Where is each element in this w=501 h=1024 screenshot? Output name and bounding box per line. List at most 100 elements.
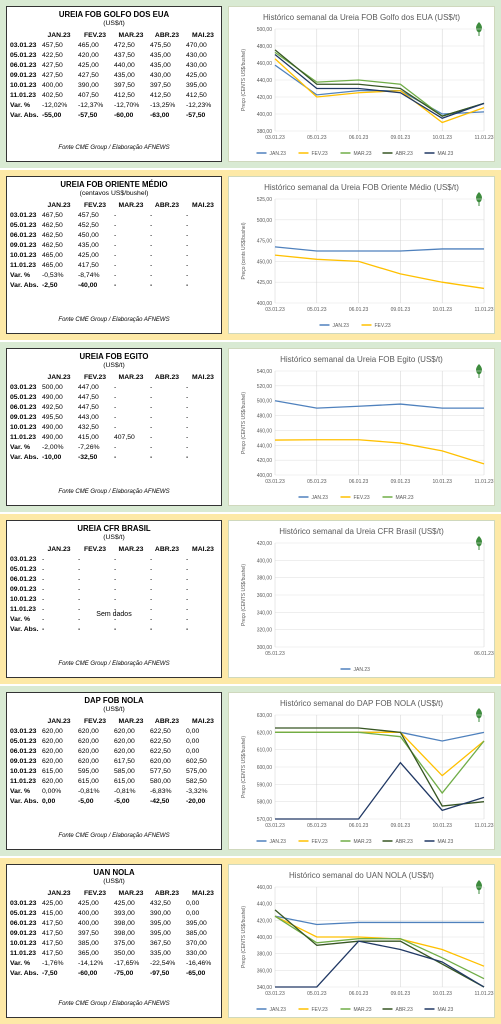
table-row: 06.01.23- - - - - bbox=[9, 575, 221, 585]
table-cell: - bbox=[114, 586, 117, 593]
table-cell: 432,50 bbox=[150, 900, 171, 907]
legend-label: JAN.23 bbox=[270, 1007, 287, 1013]
y-tick-label: 440,00 bbox=[257, 78, 273, 84]
row-label: 03.01.23 bbox=[10, 728, 37, 735]
table-cell: - bbox=[150, 616, 153, 623]
table-row: Var. % 0,00% -0,81% -0,81% -6,83% -3,32% bbox=[9, 787, 221, 797]
table-cell: 620,00 bbox=[42, 778, 63, 785]
table-cell: 622,50 bbox=[150, 738, 171, 745]
table-cell: - bbox=[186, 222, 189, 229]
table-cell: -2,00% bbox=[42, 444, 64, 451]
series-line bbox=[274, 400, 484, 409]
table-cell: 447,00 bbox=[78, 384, 99, 391]
table-cell: -8,74% bbox=[78, 272, 100, 279]
row-label: 09.01.23 bbox=[10, 242, 37, 249]
panel-band: UAN NOLA (US$/t) JAN.23 FEV.23 MAR.23 ABR.23 M… bbox=[0, 858, 501, 1024]
table-cell: 620,00 bbox=[114, 738, 135, 745]
table-cell: 397,50 bbox=[78, 930, 99, 937]
table-cell: - bbox=[150, 394, 153, 401]
price-table-box: UREIA FOB EGITO (US$/t) JAN.23 FEV.23 MAR.23… bbox=[6, 348, 222, 506]
table-cell: 395,00 bbox=[150, 930, 171, 937]
table-row: 05.01.23 490,00 447,50 - - - bbox=[9, 393, 221, 403]
table-cell: 432,50 bbox=[78, 424, 99, 431]
series-line bbox=[274, 64, 485, 115]
table-cell: 490,00 bbox=[42, 394, 63, 401]
chart-title: Histórico semanal do DAP FOB NOLA (US$/t… bbox=[279, 699, 444, 708]
table-cell: 427,50 bbox=[78, 72, 99, 79]
column-header: MAI.23 bbox=[192, 546, 214, 553]
table-cell: 350,00 bbox=[114, 950, 135, 957]
table-cell: - bbox=[150, 262, 153, 269]
table-row: 10.01.23 465,00 425,00 - - - bbox=[9, 251, 221, 261]
row-label: 06.01.23 bbox=[10, 920, 37, 927]
table-cell: 440,00 bbox=[114, 62, 135, 69]
table-cell: 395,00 bbox=[186, 920, 207, 927]
table-cell: 393,00 bbox=[114, 910, 135, 917]
table-cell: 620,00 bbox=[114, 728, 135, 735]
table-cell: - bbox=[150, 404, 153, 411]
x-tick-label: 10.01.23 bbox=[432, 991, 452, 997]
table-cell: 417,50 bbox=[42, 920, 63, 927]
table-cell: - bbox=[186, 606, 189, 613]
table-cell: - bbox=[78, 576, 81, 583]
table-cell: - bbox=[150, 556, 153, 563]
table-cell: 620,00 bbox=[150, 758, 171, 765]
table-row: 05.01.23 620,00 620,00 620,00 622,50 0,00 bbox=[9, 737, 221, 747]
legend-label: JAN.23 bbox=[312, 495, 329, 501]
table-cell: - bbox=[114, 384, 117, 391]
table-cell: 417,50 bbox=[42, 930, 63, 937]
legend-label: JAN.23 bbox=[354, 667, 371, 673]
table-cell: -16,46% bbox=[186, 960, 212, 967]
legend-label: FEV.23 bbox=[354, 495, 370, 501]
row-label: 10.01.23 bbox=[10, 940, 37, 947]
table-cell: -65,00 bbox=[186, 970, 206, 977]
x-tick-label: 09.01.23 bbox=[391, 991, 411, 997]
table-cell: - bbox=[150, 232, 153, 239]
chart-box: Histórico semanal da Ureia FOB Egito (US… bbox=[228, 348, 495, 506]
y-tick-label: 500,00 bbox=[257, 218, 273, 224]
table-cell: 425,00 bbox=[186, 72, 207, 79]
column-header: ABR.23 bbox=[154, 374, 180, 381]
table-cell: 620,00 bbox=[42, 728, 63, 735]
table-cell: - bbox=[186, 404, 189, 411]
row-label: 05.01.23 bbox=[10, 738, 37, 745]
y-tick-label: 525,00 bbox=[257, 197, 273, 203]
table-row: 03.01.23 500,00 447,00 - - - bbox=[9, 383, 221, 393]
no-data-label: Sem dados bbox=[96, 611, 132, 618]
x-tick-label: 09.01.23 bbox=[391, 135, 411, 141]
price-table: JAN.23 FEV.23 MAR.23 ABR.23 MAI.23 03.01.23 45… bbox=[9, 31, 221, 121]
table-cell: - bbox=[114, 232, 117, 239]
table-row: Var. % -12,02% -12,37% -12,70% -13,25% -12,23… bbox=[9, 101, 221, 111]
table-cell: -60,00 bbox=[114, 112, 134, 119]
series-line bbox=[274, 51, 485, 117]
table-row: 11.01.23 417,50 365,00 350,00 335,00 330,00 bbox=[9, 949, 221, 959]
table-cell: 425,00 bbox=[78, 900, 99, 907]
series-line bbox=[274, 909, 485, 988]
table-header-row: JAN.23 FEV.23 MAR.23 ABR.23 MAI.23 bbox=[9, 201, 221, 211]
table-cell: - bbox=[114, 566, 117, 573]
table-cell: - bbox=[186, 252, 189, 259]
table-cell: - bbox=[150, 434, 153, 441]
table-cell: - bbox=[114, 444, 117, 451]
y-tick-label: 500,00 bbox=[257, 399, 273, 405]
table-cell: 425,00 bbox=[78, 62, 99, 69]
afnews-logo bbox=[472, 191, 486, 207]
column-header: ABR.23 bbox=[154, 202, 180, 209]
table-cell: - bbox=[186, 454, 189, 461]
table-cell: - bbox=[114, 454, 117, 461]
legend-label: JAN.23 bbox=[333, 323, 350, 329]
table-cell: - bbox=[186, 282, 189, 289]
series-line bbox=[274, 439, 485, 465]
panel-band: DAP FOB NOLA (US$/t) JAN.23 FEV.23 MAR.23 ABR… bbox=[0, 686, 501, 856]
table-cell: 435,00 bbox=[150, 52, 171, 59]
y-tick-label: 320,00 bbox=[257, 628, 273, 634]
table-cell: - bbox=[150, 606, 153, 613]
price-table: JAN.23 FEV.23 MAR.23 ABR.23 MAI.23 03.01.23 46… bbox=[9, 201, 221, 291]
table-cell: - bbox=[186, 556, 189, 563]
price-table: JAN.23 FEV.23 MAR.23 ABR.23 MAI.23 03.01.23 42… bbox=[9, 889, 221, 979]
table-cell: 467,50 bbox=[42, 212, 63, 219]
row-label: 03.01.23 bbox=[10, 42, 37, 49]
table-unit: (US$/t) bbox=[103, 362, 125, 369]
legend-label: JAN.23 bbox=[270, 839, 287, 845]
table-cell: 437,50 bbox=[114, 52, 135, 59]
